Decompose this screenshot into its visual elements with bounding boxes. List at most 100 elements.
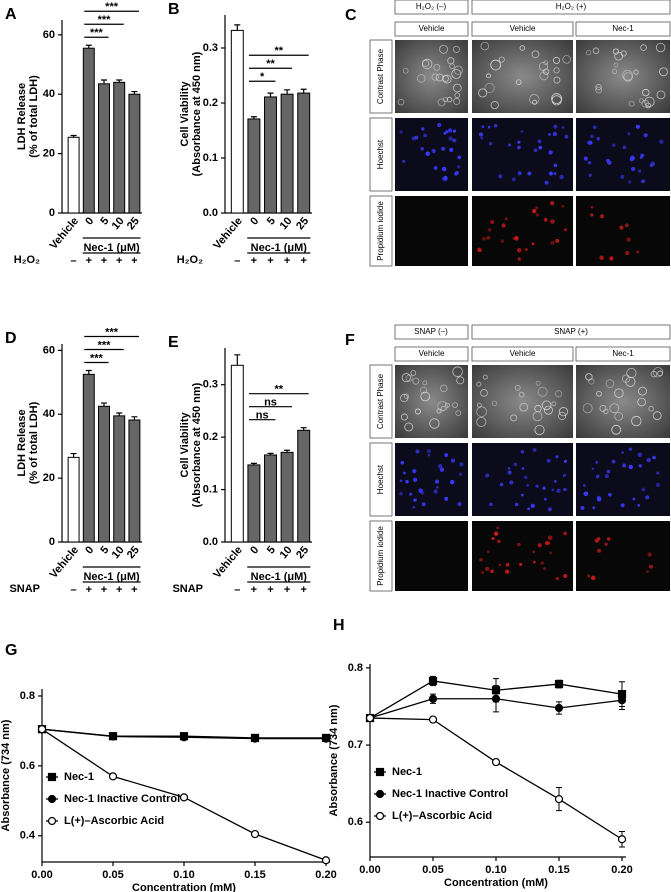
cell <box>535 213 539 217</box>
cell <box>456 376 465 385</box>
significance-label: ** <box>266 58 275 70</box>
cell <box>547 535 553 541</box>
cell <box>455 410 462 417</box>
cell <box>553 479 557 483</box>
cell <box>648 406 654 412</box>
cell <box>635 124 640 129</box>
cell <box>548 133 551 136</box>
cell <box>496 526 500 530</box>
significance-label: ** <box>275 384 284 396</box>
micrograph <box>395 521 468 591</box>
micrograph <box>472 521 573 591</box>
treatment-value: + <box>300 584 306 596</box>
marker <box>554 703 564 713</box>
cell <box>433 489 438 494</box>
cell <box>437 401 448 412</box>
cell <box>529 94 540 105</box>
cell <box>440 384 448 393</box>
cell <box>628 100 635 107</box>
micrograph <box>395 196 468 266</box>
y-axis-label: (% of total LDH) <box>28 401 40 484</box>
y-tick-label: 0 <box>49 536 55 548</box>
legend-marker <box>47 794 57 804</box>
cell <box>580 505 585 511</box>
treatment-label: H₂O₂ <box>14 254 40 266</box>
cell <box>448 136 453 141</box>
cell <box>531 242 535 246</box>
cell <box>595 84 602 91</box>
micrograph <box>395 443 468 516</box>
y-tick-label: 0.6 <box>20 760 35 772</box>
cell <box>513 462 518 467</box>
cell <box>498 174 503 179</box>
cell <box>476 381 482 387</box>
cell <box>435 73 444 82</box>
header-box <box>394 21 469 37</box>
x-tick-label: 10 <box>110 544 127 561</box>
cell <box>562 55 571 64</box>
cell <box>508 143 512 147</box>
cell <box>452 366 463 377</box>
cell <box>637 452 643 457</box>
cell <box>404 422 414 432</box>
cell <box>437 463 443 469</box>
cell <box>537 386 548 397</box>
group-label: Nec-1 (μM) <box>83 242 140 254</box>
cell <box>659 67 668 77</box>
marker <box>179 733 189 742</box>
cell <box>450 458 456 463</box>
group-label: Nec-1 (μM) <box>251 571 308 583</box>
cell <box>543 60 549 66</box>
cell <box>488 141 493 146</box>
error-bar <box>85 369 92 375</box>
cell <box>493 531 499 536</box>
marker <box>250 829 260 839</box>
micrograph <box>576 196 670 266</box>
cell <box>523 475 528 480</box>
cell <box>421 502 426 507</box>
cell <box>628 464 633 470</box>
cell <box>626 367 637 379</box>
header-box <box>471 346 574 362</box>
cell <box>612 48 620 55</box>
cell <box>486 73 491 79</box>
group-header: H₂O₂ (+) <box>556 2 587 11</box>
cell <box>539 71 549 81</box>
bar <box>280 93 294 214</box>
header-box <box>369 364 393 439</box>
y-tick-label: 0 <box>49 207 55 219</box>
treatment-value: + <box>101 255 107 267</box>
cell <box>452 45 460 53</box>
marker <box>321 734 331 743</box>
y-axis-label: (Absorbance at 450 nm) <box>191 51 203 176</box>
cell <box>582 483 586 487</box>
cell <box>641 487 646 492</box>
bar <box>67 456 80 543</box>
y-tick-label: 0.8 <box>348 662 363 674</box>
cell <box>550 219 555 224</box>
cell <box>594 538 600 543</box>
cell <box>611 68 618 74</box>
cell <box>607 160 612 165</box>
cell <box>490 569 494 574</box>
cell <box>640 44 647 51</box>
cell <box>447 128 453 133</box>
marker <box>37 725 47 734</box>
x-tick-label: 25 <box>125 544 142 561</box>
cell <box>487 227 492 232</box>
cell <box>553 163 558 168</box>
y-tick-label: 20 <box>43 148 55 160</box>
error-bar <box>131 90 138 95</box>
cell <box>481 125 485 129</box>
panel-letter: A <box>5 6 17 23</box>
error-bar <box>131 416 138 421</box>
treatment-value: – <box>71 584 77 596</box>
significance-label: *** <box>98 14 112 26</box>
error-bar <box>250 462 257 465</box>
cell <box>519 45 526 51</box>
treatment-value: + <box>131 255 137 267</box>
cell <box>423 133 427 138</box>
marker <box>321 856 331 865</box>
cell <box>640 153 645 158</box>
bar <box>98 405 110 543</box>
